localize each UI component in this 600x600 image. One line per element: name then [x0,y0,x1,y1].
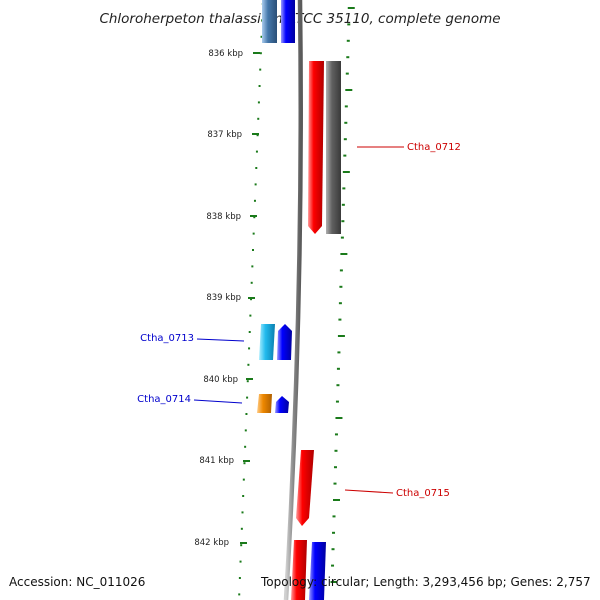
kbp-tick-label: 840 kbp [203,375,238,385]
gene-arrow-forward [308,61,324,234]
topology-text: Topology: circular; Length: 3,293,456 bp… [260,575,591,589]
cog-block-gray [326,61,341,234]
cog-block-cyan [259,324,275,360]
gene-ctha-0712 [308,61,341,234]
gene-arrow-reverse [281,0,295,43]
gene-label-ctha-0715[interactable]: Ctha_0715 [396,488,450,499]
kbp-tick-label: 838 kbp [206,212,241,222]
gene-bottom-pair [291,540,326,600]
gene-arrow-forward [296,450,314,526]
leader-line-ctha-0714 [193,399,243,404]
leader-line-ctha-0715 [344,489,394,494]
kbp-tick-label: 841 kbp [199,456,234,466]
kbp-tick-label: 842 kbp [194,538,229,548]
gene-ctha-0714 [257,394,289,413]
gene-arrow-cog-steel [262,0,277,43]
leader-line-ctha-0713 [196,338,245,342]
gene-arrow-forward [291,540,307,600]
kbp-tick-label: 839 kbp [206,293,241,303]
gene-ctha-0715 [296,450,314,526]
gene-top-pair [262,0,295,43]
gene-label-ctha-0714[interactable]: Ctha_0714 [137,394,191,405]
gene-arrow-reverse [309,542,326,600]
accession-text: Accession: NC_011026 [9,575,145,589]
cog-block-orange [257,394,272,413]
gene-arrow-reverse [277,324,292,360]
kbp-tick-label: 836 kbp [208,49,243,59]
outer-tick-ring [330,7,355,583]
gene-label-ctha-0713[interactable]: Ctha_0713 [140,333,194,344]
gene-ctha-0713 [259,324,292,360]
gene-label-ctha-0712[interactable]: Ctha_0712 [407,142,461,153]
inner-tick-ring [238,3,264,596]
kbp-scale: 836 kbp 837 kbp 838 kbp 839 kbp 840 kbp … [194,49,260,548]
genome-backbone [283,0,303,600]
kbp-tick-label: 837 kbp [207,130,242,140]
gene-arrow-reverse [275,396,289,413]
